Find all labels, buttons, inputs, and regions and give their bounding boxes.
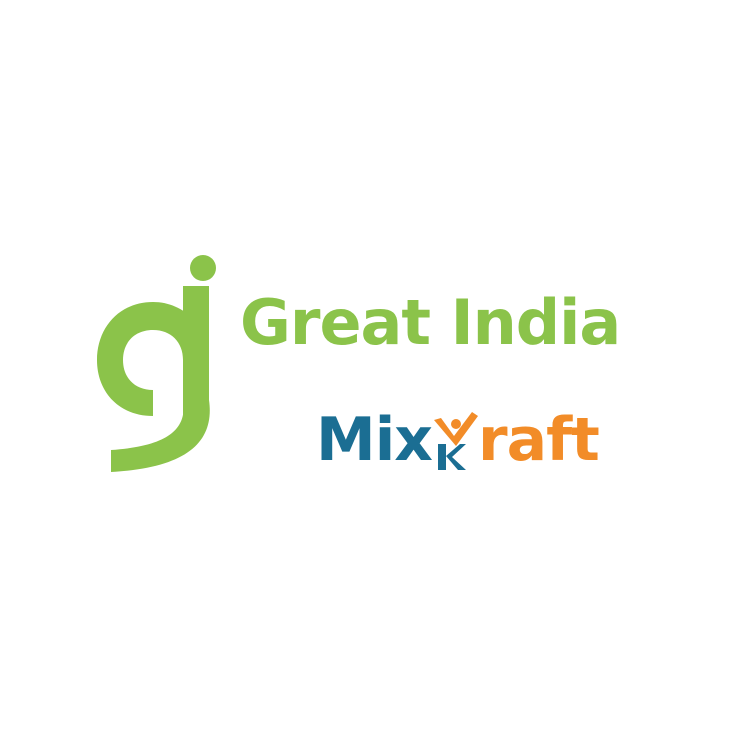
sub-brand-logo: Mix raft [316,400,600,475]
sub-brand-part-raft: raft [477,405,600,475]
gj-monogram-icon [97,255,216,472]
brand-name: Great India [240,286,621,359]
person-check-k-icon [433,412,478,470]
sub-brand-part-mix: Mix [316,405,433,475]
